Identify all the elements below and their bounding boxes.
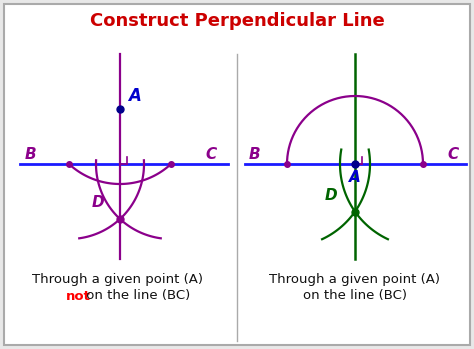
Text: not: not [66, 290, 91, 303]
Text: B: B [249, 147, 261, 162]
Text: B: B [25, 147, 36, 162]
Text: A: A [349, 170, 361, 185]
Text: C: C [447, 147, 458, 162]
Text: A: A [128, 87, 141, 105]
Text: on the line (BC): on the line (BC) [82, 290, 190, 303]
Text: on the line (BC): on the line (BC) [303, 290, 407, 303]
Text: Through a given point (A): Through a given point (A) [270, 273, 440, 285]
Text: D: D [325, 188, 337, 202]
Text: Through a given point (A): Through a given point (A) [33, 273, 203, 285]
Text: D: D [92, 195, 105, 210]
Text: C: C [205, 147, 216, 162]
Text: Construct Perpendicular Line: Construct Perpendicular Line [90, 12, 384, 30]
